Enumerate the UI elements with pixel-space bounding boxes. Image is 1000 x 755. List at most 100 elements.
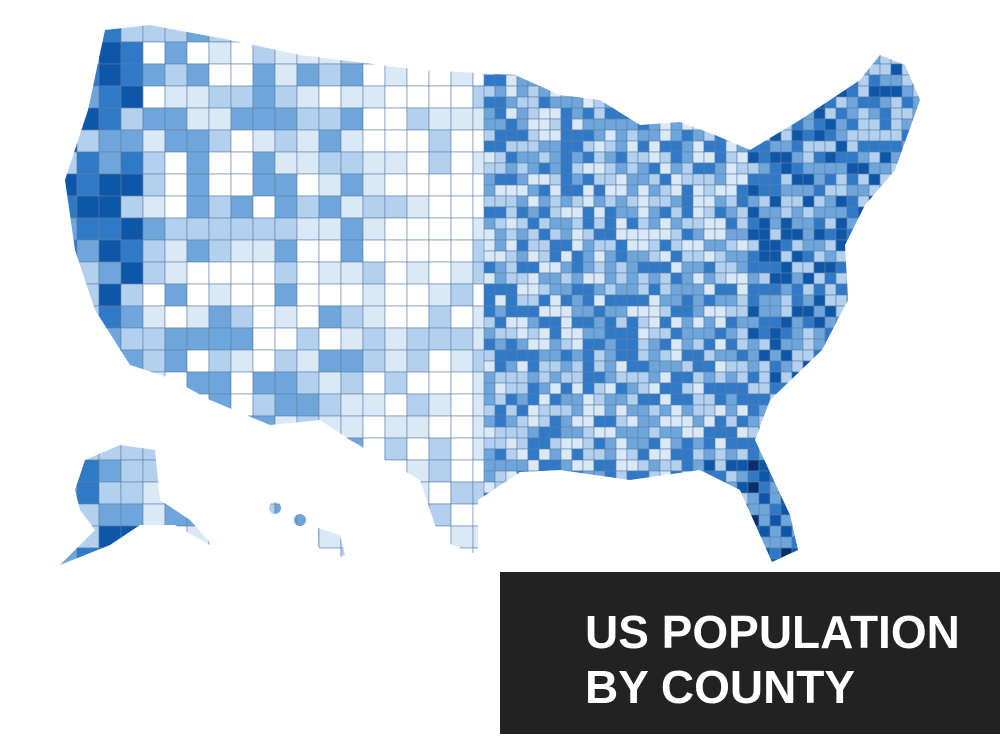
county-tile xyxy=(98,415,122,439)
county-tile xyxy=(186,481,210,505)
county-tile xyxy=(670,261,683,274)
county-tile xyxy=(560,184,573,197)
county-tile xyxy=(912,437,920,450)
county-tile xyxy=(252,547,276,565)
county-tile xyxy=(681,426,694,439)
county-tile xyxy=(483,536,496,549)
county-tile xyxy=(791,184,804,197)
county-tile xyxy=(538,305,551,318)
county-tile xyxy=(120,349,144,373)
county-tile xyxy=(681,74,694,87)
county-tile xyxy=(60,173,78,197)
county-tile xyxy=(384,547,408,565)
county-tile xyxy=(604,195,617,208)
county-tile xyxy=(648,30,661,43)
county-tile xyxy=(483,294,496,307)
county-tile xyxy=(824,162,837,175)
county-tile xyxy=(703,129,716,142)
county-tile xyxy=(230,283,254,307)
county-tile xyxy=(912,283,920,296)
county-tile xyxy=(615,151,628,164)
county-tile xyxy=(274,151,298,175)
county-tile xyxy=(769,338,782,351)
county-tile xyxy=(604,492,617,505)
county-tile xyxy=(186,25,210,43)
county-tile xyxy=(252,41,276,65)
county-tile xyxy=(736,316,749,329)
county-tile xyxy=(164,107,188,131)
county-tile xyxy=(846,107,859,120)
county-tile xyxy=(615,217,628,230)
county-tile xyxy=(813,129,826,142)
county-tile xyxy=(736,151,749,164)
county-tile xyxy=(890,41,903,54)
county-tile xyxy=(703,316,716,329)
county-tile xyxy=(560,272,573,285)
county-tile xyxy=(725,437,738,450)
county-tile xyxy=(164,547,188,565)
county-tile xyxy=(483,30,496,43)
county-tile xyxy=(626,470,639,483)
county-tile xyxy=(494,437,507,450)
county-tile xyxy=(494,327,507,340)
county-tile xyxy=(428,41,452,65)
county-tile xyxy=(835,437,848,450)
county-tile xyxy=(824,503,837,516)
county-tile xyxy=(813,492,826,505)
county-tile xyxy=(505,514,518,527)
county-tile xyxy=(747,250,760,263)
county-tile xyxy=(637,107,650,120)
county-tile xyxy=(615,470,628,483)
county-tile xyxy=(791,52,804,65)
county-tile xyxy=(384,107,408,131)
county-tile xyxy=(505,503,518,516)
county-tile xyxy=(802,195,815,208)
county-tile xyxy=(890,360,903,373)
county-tile xyxy=(494,195,507,208)
county-tile xyxy=(714,426,727,439)
county-tile xyxy=(186,173,210,197)
county-tile xyxy=(692,30,705,43)
county-tile xyxy=(912,481,920,494)
county-tile xyxy=(835,107,848,120)
county-tile xyxy=(538,338,551,351)
county-tile xyxy=(736,393,749,406)
county-tile xyxy=(924,493,935,504)
county-tile xyxy=(274,349,298,373)
county-tile xyxy=(505,96,518,109)
county-tile xyxy=(626,85,639,98)
county-tile xyxy=(813,503,826,516)
county-tile xyxy=(813,448,826,461)
county-tile xyxy=(615,514,628,527)
county-tile xyxy=(802,382,815,395)
county-tile xyxy=(560,327,573,340)
county-tile xyxy=(703,25,716,32)
county-tile xyxy=(868,481,881,494)
county-tile xyxy=(868,195,881,208)
county-tile xyxy=(637,52,650,65)
county-tile xyxy=(637,558,650,565)
county-tile xyxy=(648,195,661,208)
county-tile xyxy=(560,415,573,428)
county-tile xyxy=(703,481,716,494)
county-tile xyxy=(901,470,914,483)
county-tile xyxy=(692,437,705,450)
county-tile xyxy=(571,536,584,549)
county-tile xyxy=(527,228,540,241)
county-tile xyxy=(516,437,529,450)
county-tile xyxy=(274,107,298,131)
county-tile xyxy=(857,393,870,406)
county-tile xyxy=(560,41,573,54)
county-tile xyxy=(142,151,166,175)
county-tile xyxy=(362,437,386,461)
county-tile xyxy=(60,261,78,285)
county-tile xyxy=(604,228,617,241)
county-tile xyxy=(76,437,100,461)
county-tile xyxy=(274,41,298,65)
county-tile xyxy=(802,349,815,362)
county-tile xyxy=(780,85,793,98)
county-tile xyxy=(780,426,793,439)
county-tile xyxy=(813,338,826,351)
county-tile xyxy=(758,74,771,87)
county-tile xyxy=(791,217,804,230)
